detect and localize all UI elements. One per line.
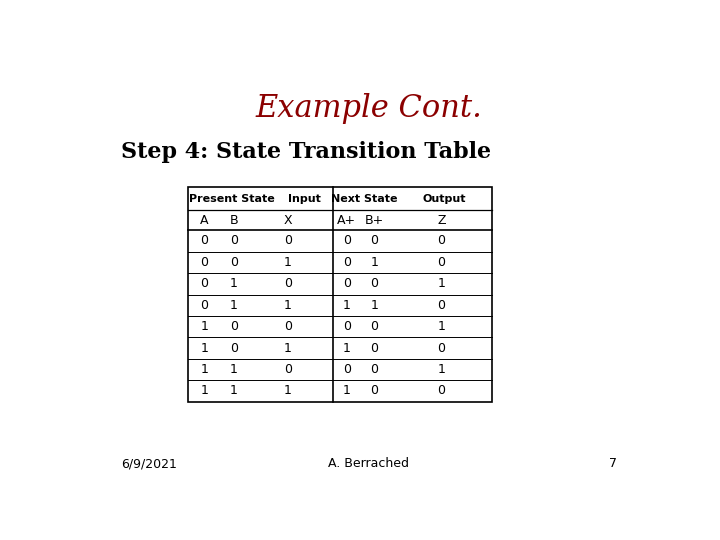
Text: 0: 0: [371, 342, 379, 355]
Text: 1: 1: [438, 363, 446, 376]
Text: 0: 0: [371, 320, 379, 333]
Text: 1: 1: [230, 278, 238, 291]
Text: 0: 0: [230, 320, 238, 333]
Text: 0: 0: [200, 256, 208, 269]
Text: 0: 0: [284, 234, 292, 247]
Text: 7: 7: [609, 457, 617, 470]
Text: 0: 0: [284, 363, 292, 376]
Text: Z: Z: [437, 214, 446, 227]
Text: Example Cont.: Example Cont.: [256, 93, 482, 124]
Text: 0: 0: [343, 256, 351, 269]
Text: 1: 1: [371, 299, 379, 312]
Text: 0: 0: [371, 384, 379, 397]
Text: 1: 1: [371, 256, 379, 269]
Text: 0: 0: [230, 234, 238, 247]
Text: 0: 0: [284, 320, 292, 333]
Text: B+: B+: [365, 214, 384, 227]
Text: 1: 1: [438, 278, 446, 291]
Text: 0: 0: [343, 234, 351, 247]
Text: 1: 1: [343, 342, 351, 355]
Text: 0: 0: [230, 256, 238, 269]
Text: 0: 0: [371, 363, 379, 376]
Text: 0: 0: [343, 363, 351, 376]
Text: 1: 1: [200, 320, 208, 333]
Text: 1: 1: [200, 342, 208, 355]
Text: 1: 1: [284, 256, 292, 269]
Text: 1: 1: [284, 299, 292, 312]
Text: A+: A+: [337, 214, 356, 227]
Text: 0: 0: [200, 299, 208, 312]
Text: Present State: Present State: [189, 194, 275, 204]
Text: 1: 1: [284, 342, 292, 355]
Text: 0: 0: [438, 234, 446, 247]
Text: 0: 0: [200, 278, 208, 291]
Text: 1: 1: [284, 384, 292, 397]
Text: 1: 1: [200, 384, 208, 397]
Text: Next State: Next State: [331, 194, 397, 204]
Text: 0: 0: [438, 342, 446, 355]
Text: 1: 1: [343, 384, 351, 397]
Text: 0: 0: [438, 384, 446, 397]
Text: 1: 1: [230, 299, 238, 312]
Text: 0: 0: [371, 278, 379, 291]
Text: 0: 0: [230, 342, 238, 355]
Text: 1: 1: [230, 363, 238, 376]
Bar: [188, 187, 492, 402]
Text: Input: Input: [289, 194, 321, 204]
Text: 0: 0: [438, 256, 446, 269]
Text: B: B: [230, 214, 238, 227]
Text: 6/9/2021: 6/9/2021: [121, 457, 176, 470]
Text: A: A: [200, 214, 209, 227]
Text: 0: 0: [343, 320, 351, 333]
Text: 1: 1: [438, 320, 446, 333]
Text: 1: 1: [230, 384, 238, 397]
Text: 1: 1: [200, 363, 208, 376]
Text: 0: 0: [438, 299, 446, 312]
Text: 0: 0: [371, 234, 379, 247]
Text: A. Berrached: A. Berrached: [328, 457, 410, 470]
Text: Output: Output: [423, 194, 466, 204]
Text: 0: 0: [284, 278, 292, 291]
Text: 0: 0: [343, 278, 351, 291]
Text: X: X: [284, 214, 292, 227]
Text: 0: 0: [200, 234, 208, 247]
Text: Step 4: State Transition Table: Step 4: State Transition Table: [121, 141, 491, 163]
Text: 1: 1: [343, 299, 351, 312]
